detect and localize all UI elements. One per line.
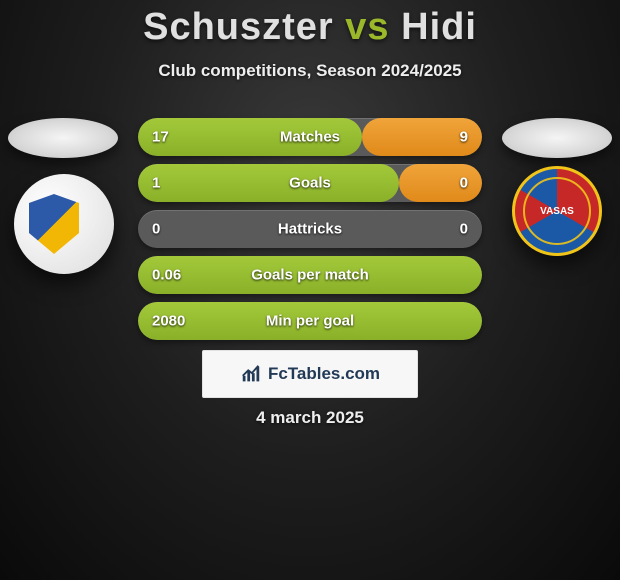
page-title: Schuszter vs Hidi — [0, 0, 620, 49]
shield-icon — [29, 194, 79, 254]
stat-label: Goals per match — [251, 267, 369, 284]
stat-row: 17 Matches 9 — [138, 118, 482, 156]
bar-chart-icon — [240, 363, 262, 385]
stat-left-value: 1 — [152, 175, 160, 192]
vs-text: vs — [345, 6, 389, 48]
stat-left-value: 0 — [152, 221, 160, 238]
player2-name: Hidi — [401, 6, 477, 48]
stat-right-value: 0 — [460, 221, 468, 238]
stat-left-value: 17 — [152, 129, 169, 146]
team2-badge: VASAS — [502, 118, 612, 158]
brand-text: FcTables.com — [268, 364, 380, 384]
player1-name: Schuszter — [143, 6, 334, 48]
badge-platform — [8, 118, 118, 158]
stat-row: 0.06 Goals per match — [138, 256, 482, 294]
stat-label: Goals — [289, 175, 331, 192]
stat-left-value: 0.06 — [152, 267, 181, 284]
stat-label: Matches — [280, 129, 340, 146]
team2-crest-icon: VASAS — [512, 166, 602, 256]
stat-label: Hattricks — [278, 221, 342, 238]
stat-fill-right — [399, 164, 482, 202]
subtitle: Club competitions, Season 2024/2025 — [0, 61, 620, 81]
crest-inner-icon: VASAS — [523, 177, 591, 245]
date-text: 4 march 2025 — [0, 408, 620, 428]
badge-platform — [502, 118, 612, 158]
stat-right-value: 0 — [460, 175, 468, 192]
team1-crest-icon — [14, 174, 114, 274]
team1-badge — [8, 118, 118, 158]
stat-left-value: 2080 — [152, 313, 185, 330]
stat-row: 2080 Min per goal — [138, 302, 482, 340]
stat-fill-left — [138, 164, 399, 202]
stat-label: Min per goal — [266, 313, 354, 330]
stat-row: 0 Hattricks 0 — [138, 210, 482, 248]
stat-right-value: 9 — [460, 129, 468, 146]
brand-logo[interactable]: FcTables.com — [202, 350, 418, 398]
stat-row: 1 Goals 0 — [138, 164, 482, 202]
stats-container: 17 Matches 9 1 Goals 0 0 Hattricks 0 0.06 Goals pe… — [138, 118, 482, 348]
